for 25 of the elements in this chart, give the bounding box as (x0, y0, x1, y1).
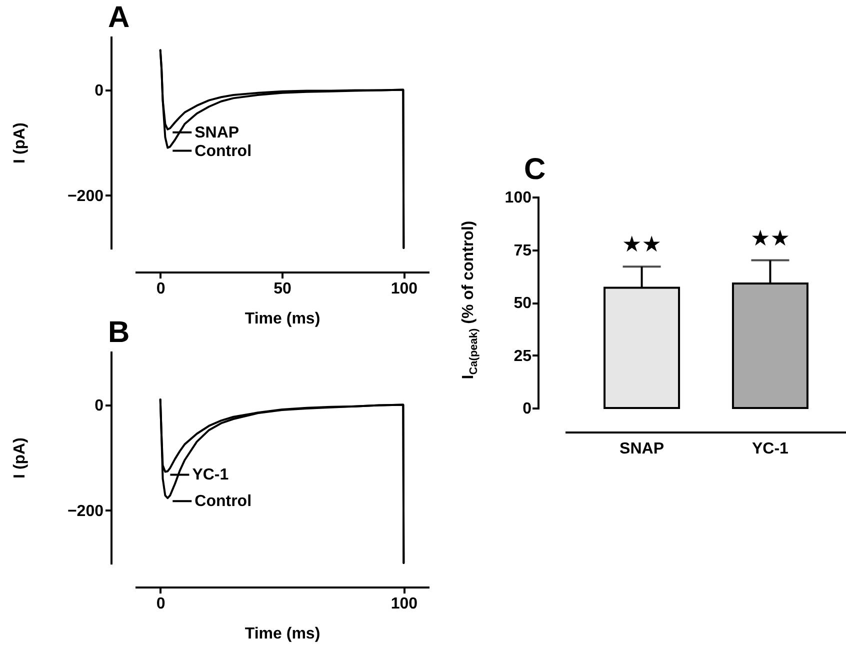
legend-label: Control (194, 493, 252, 510)
y-axis-title: I (pA) (11, 438, 28, 478)
y-tick-label: 0 (522, 400, 532, 418)
x-tick-label: 50 (274, 280, 292, 298)
x-tick-label: 0 (156, 280, 166, 298)
y-tick-label: −200 (67, 502, 104, 520)
x-axis-title: Time (ms) (244, 310, 320, 328)
y-tick-label: 0 (94, 397, 104, 414)
y-tick-label: 0 (94, 82, 104, 100)
x-tick-label: 100 (390, 280, 418, 298)
annotation: ★★ (622, 232, 662, 258)
legend-label: SNAP (194, 124, 240, 142)
y-tick-label: 50 (514, 295, 532, 312)
y-axis-title: I (pA) (11, 122, 28, 164)
chart-title: A (108, 1, 130, 34)
legend-label: YC-1 (192, 466, 229, 484)
chart-title: B (108, 316, 130, 349)
legend-label: Control (194, 142, 252, 160)
annotation: ★★ (750, 226, 790, 252)
y-tick-label: 25 (514, 348, 532, 365)
x-axis-title: Time (ms) (244, 626, 320, 642)
chart-title: C (524, 153, 546, 186)
y-tick-label: −200 (67, 188, 104, 205)
y-tick-label: 75 (514, 242, 532, 260)
y-tick-label: 100 (504, 190, 532, 206)
